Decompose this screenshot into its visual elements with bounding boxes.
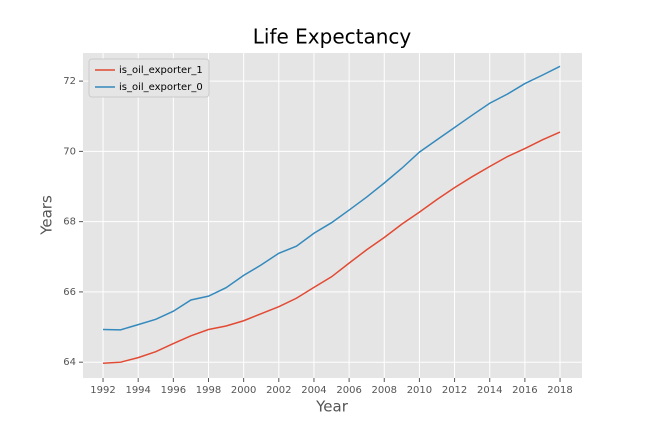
- legend-label: is_oil_exporter_1: [119, 65, 203, 76]
- plot-area: [83, 53, 582, 378]
- x-tick-label: 2006: [336, 385, 361, 396]
- line-series: [103, 65, 561, 331]
- x-tick-label: 2000: [231, 385, 256, 396]
- x-tick-label: 2018: [547, 385, 572, 396]
- y-tick-label: 66: [63, 287, 76, 298]
- x-tick-label: 2010: [407, 385, 432, 396]
- legend-label: is_oil_exporter_0: [119, 82, 203, 93]
- x-tick-label: 1996: [161, 385, 186, 396]
- x-tick-label: 1992: [90, 385, 115, 396]
- x-axis-label: Year: [315, 398, 349, 416]
- chart-title: Life Expectancy: [253, 25, 412, 49]
- y-tick-label: 64: [63, 357, 76, 368]
- legend-box: [88, 58, 210, 98]
- y-axis-label: Years: [38, 195, 56, 236]
- x-tick-label: 2002: [266, 385, 291, 396]
- x-tick-label: 2012: [442, 385, 467, 396]
- x-tick-label: 1998: [196, 385, 221, 396]
- x-tick-label: 2004: [301, 385, 326, 396]
- line-series: [102, 131, 561, 364]
- x-tick-label: 1994: [125, 385, 150, 396]
- y-tick-label: 72: [63, 76, 76, 87]
- x-tick-label: 2014: [477, 385, 502, 396]
- x-tick-label: 2008: [372, 385, 397, 396]
- y-tick-label: 70: [63, 146, 76, 157]
- x-tick-label: 2016: [512, 385, 537, 396]
- y-tick-label: 68: [63, 217, 76, 228]
